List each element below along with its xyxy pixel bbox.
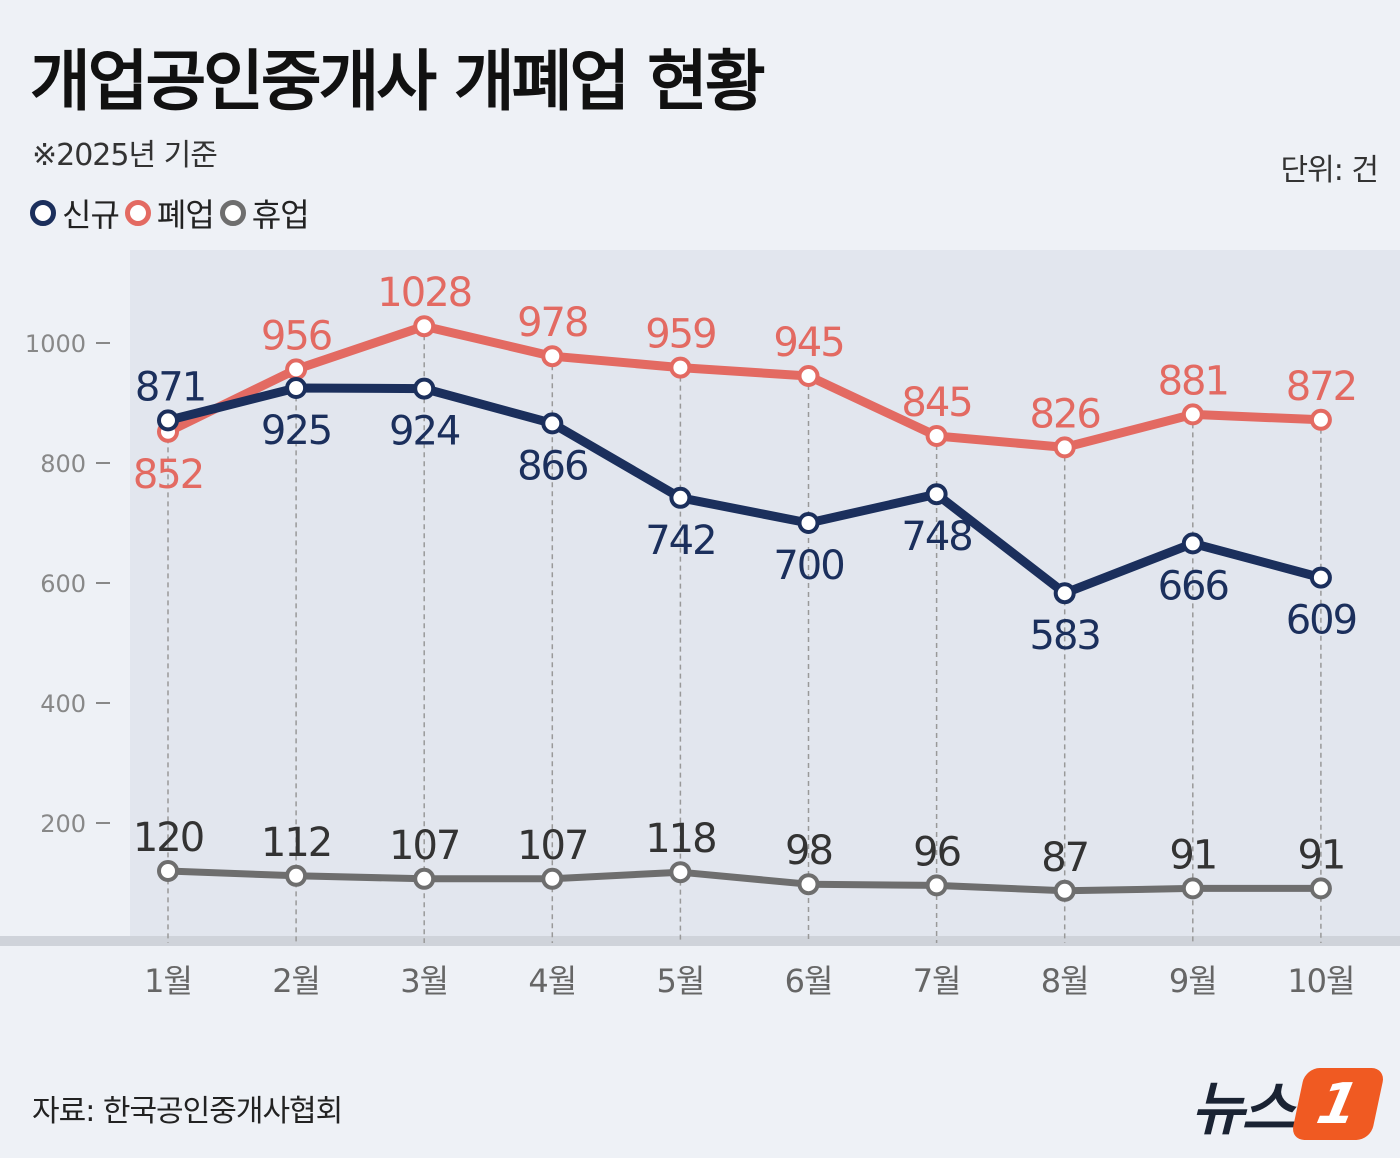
data-label: 866 — [517, 443, 587, 489]
series-line-휴업 — [167, 867, 1321, 895]
x-tick-label: 6월 — [785, 962, 833, 1000]
y-tick-label: 600 — [40, 570, 86, 598]
logo-mark: 1 — [1290, 1068, 1386, 1140]
legend-label: 신규 — [62, 196, 120, 234]
data-point — [925, 425, 948, 447]
y-tick-label: 800 — [40, 450, 86, 478]
data-label: 872 — [1286, 364, 1356, 410]
data-label: 87 — [1041, 835, 1088, 881]
data-label: 107 — [517, 823, 587, 869]
data-label: 748 — [901, 514, 971, 560]
x-tick-label: 9월 — [1169, 962, 1217, 1000]
data-label: 91 — [1169, 832, 1216, 878]
data-point — [797, 873, 820, 896]
news1-logo: 뉴스 1 — [1191, 1062, 1386, 1146]
legend-marker-icon — [30, 200, 56, 226]
data-point — [285, 377, 308, 399]
data-label: 1028 — [377, 270, 471, 316]
x-tick-label: 5월 — [656, 962, 704, 1000]
data-label: 609 — [1286, 598, 1356, 644]
legend-item-closed: 폐업 — [124, 190, 215, 236]
data-label: 826 — [1030, 391, 1100, 437]
data-point — [157, 860, 179, 882]
data-label: 107 — [389, 823, 459, 869]
data-point — [285, 358, 308, 381]
logo-text: 뉴스 — [1191, 1075, 1295, 1143]
legend-label: 휴업 — [251, 196, 310, 234]
data-point — [669, 356, 692, 379]
data-label: 98 — [785, 828, 832, 874]
data-label: 120 — [133, 815, 203, 861]
data-label: 959 — [645, 312, 715, 358]
x-tick-label: 2월 — [272, 962, 320, 1000]
data-label: 700 — [773, 543, 843, 589]
data-point — [1309, 408, 1332, 431]
data-point — [285, 864, 308, 887]
y-tick-label: 400 — [40, 690, 86, 718]
legend: 신규 폐업 휴업 — [30, 190, 310, 236]
data-point — [1053, 582, 1076, 605]
data-label: 112 — [261, 820, 331, 866]
data-point — [797, 512, 820, 534]
series-line-신규 — [166, 383, 1323, 598]
x-tick-label: 4월 — [528, 962, 576, 1000]
data-point — [541, 345, 564, 368]
series-line-폐업 — [166, 321, 1322, 452]
legend-marker-icon — [124, 200, 151, 226]
data-label: 91 — [1297, 832, 1344, 878]
data-point — [669, 486, 692, 509]
data-point — [1181, 403, 1204, 426]
data-point — [541, 412, 564, 435]
data-label: 118 — [645, 816, 715, 862]
data-point — [925, 483, 948, 506]
data-label: 96 — [913, 829, 960, 875]
data-point — [797, 365, 820, 387]
data-point — [669, 861, 692, 884]
legend-label: 폐업 — [156, 196, 215, 234]
data-label: 924 — [389, 409, 460, 455]
legend-item-suspended: 휴업 — [219, 190, 310, 236]
data-point — [1181, 877, 1204, 900]
unit-label: 단위: 건 — [1280, 153, 1379, 188]
data-point — [1181, 532, 1204, 555]
data-point — [413, 315, 436, 338]
data-label: 956 — [261, 313, 331, 359]
y-tick-label: 1000 — [25, 330, 86, 358]
plot-background — [130, 250, 1400, 943]
legend-marker-icon — [219, 200, 246, 226]
data-label: 925 — [261, 408, 331, 454]
data-point — [1309, 877, 1332, 900]
data-label: 852 — [133, 452, 203, 498]
data-label: 881 — [1158, 358, 1228, 404]
data-label: 945 — [773, 320, 843, 366]
baseline-shadow — [0, 936, 1400, 946]
data-label: 742 — [645, 518, 715, 564]
data-point — [1309, 566, 1332, 589]
data-point — [157, 409, 179, 432]
data-point — [413, 377, 436, 400]
data-point — [541, 867, 564, 890]
x-tick-label: 8월 — [1041, 962, 1089, 1000]
y-tick-label: 200 — [40, 810, 86, 838]
data-point — [413, 867, 436, 890]
x-tick-label: 3월 — [400, 962, 448, 1000]
x-tick-label: 1월 — [144, 962, 192, 1000]
chart-title: 개업공인중개사 개폐업 현황 — [30, 43, 766, 120]
data-point — [925, 874, 948, 897]
data-point — [1053, 436, 1076, 459]
legend-item-new: 신규 — [30, 190, 120, 236]
data-label: 666 — [1158, 563, 1228, 609]
data-label: 845 — [901, 380, 971, 426]
x-tick-label: 7월 — [913, 962, 961, 1000]
data-point — [1053, 879, 1076, 902]
source-note: 자료: 한국공인중개사협회 — [32, 1094, 343, 1129]
chart-subtitle: ※2025년 기준 — [32, 138, 218, 173]
data-label: 978 — [517, 300, 587, 346]
data-label: 871 — [135, 364, 205, 410]
data-label: 583 — [1030, 613, 1100, 659]
x-tick-label: 10월 — [1287, 962, 1354, 1000]
